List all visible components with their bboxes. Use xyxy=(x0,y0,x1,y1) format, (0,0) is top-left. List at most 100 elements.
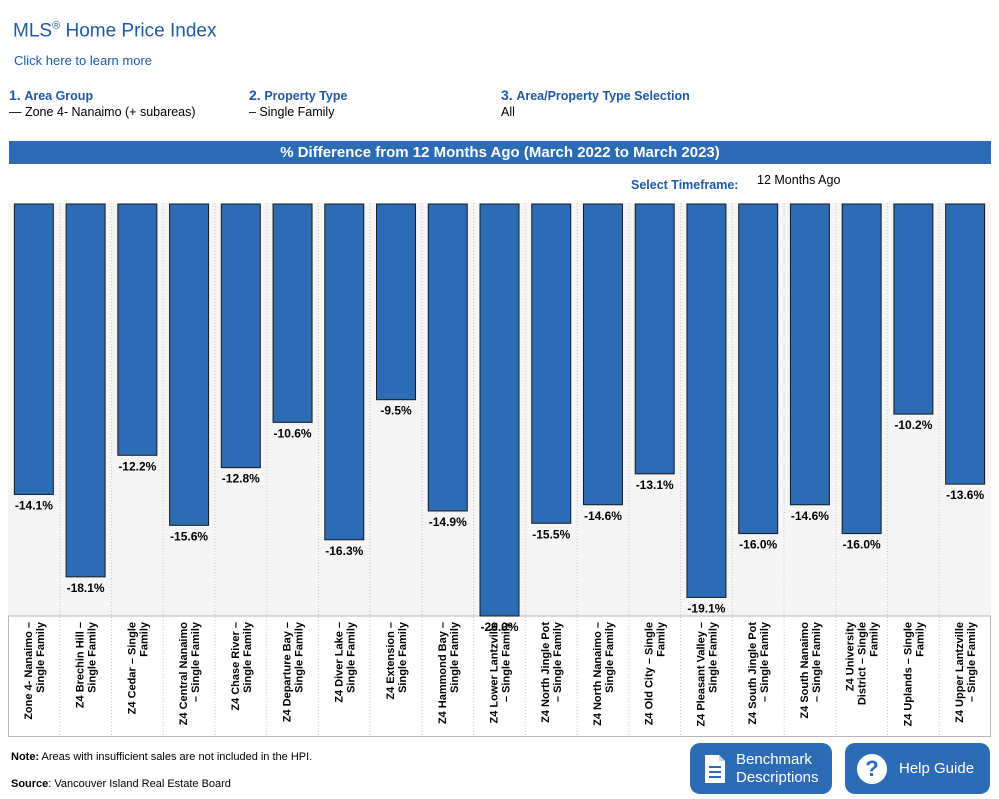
data-label: -16.0% xyxy=(739,538,777,552)
step-number: 3. xyxy=(501,87,513,103)
source-text: Source: Vancouver Island Real Estate Boa… xyxy=(11,778,231,790)
property-type-label: Property Type xyxy=(264,89,348,103)
area-property-type-label: Area/Property Type Selection xyxy=(516,89,690,103)
bar[interactable] xyxy=(531,203,572,524)
category-label-line: Z4 Extension – xyxy=(385,622,397,700)
timeframe-select[interactable]: 12 Months Ago xyxy=(757,173,841,187)
data-label: -15.5% xyxy=(532,527,570,541)
category-label-line: Z4 Central Nanaimo xyxy=(178,622,190,726)
data-label: -10.2% xyxy=(894,418,932,432)
step-number: 1. xyxy=(9,87,21,103)
category-label-line: Z4 North Nanaimo – xyxy=(592,622,604,726)
data-label: -14.6% xyxy=(584,509,622,523)
data-label: -12.2% xyxy=(118,459,156,473)
category-label-line: – Single Family xyxy=(811,621,823,702)
category-label: Zone 4- Nanaimo –Single Family xyxy=(23,621,47,720)
category-label-line: Family xyxy=(914,621,926,657)
category-label-line: – Single Family xyxy=(552,621,564,702)
data-label: -14.6% xyxy=(791,509,829,523)
bar[interactable] xyxy=(686,203,727,598)
category-label: Z4 Cedar – SingleFamily xyxy=(126,621,150,714)
question-icon: ? xyxy=(857,753,887,784)
property-type-value[interactable]: – Single Family xyxy=(249,105,335,119)
category-label-line: Z4 South Jingle Pot xyxy=(747,622,759,725)
category-label-line: Single Family xyxy=(242,621,254,693)
property-type-selector[interactable]: 2. Property Type – Single Family xyxy=(249,87,347,119)
page-title: MLS® Home Price Index xyxy=(13,20,217,42)
step-number: 2. xyxy=(249,87,261,103)
category-label-line: – Single Family xyxy=(759,621,771,702)
bar[interactable] xyxy=(945,203,986,485)
area-group-selector[interactable]: 1. Area Group — Zone 4- Nanaimo (+ subar… xyxy=(9,87,196,119)
category-label-line: Z4 Cedar – Single xyxy=(126,622,138,714)
data-label: -9.5% xyxy=(380,404,412,418)
category-label-line: – Single Family xyxy=(501,621,513,702)
bar[interactable] xyxy=(13,203,54,495)
category-label: Z4 Chase River –Single Family xyxy=(230,621,254,711)
bar-chart: -14.1%Zone 4- Nanaimo –Single Family-18.… xyxy=(8,203,991,737)
category-label-line: Z4 Pleasant Valley – xyxy=(695,622,707,727)
bar[interactable] xyxy=(479,203,520,617)
category-label-line: Z4 North Jingle Pot xyxy=(540,622,552,723)
category-label-line: Z4 Upper Lantzville xyxy=(954,622,966,723)
category-label: Z4 Lower Lantzville– Single Family xyxy=(489,621,513,723)
area-property-type-value[interactable]: All xyxy=(501,105,515,119)
category-label-line: Z4 Lower Lantzville xyxy=(489,622,501,723)
category-label: Z4 Old City – SingleFamily xyxy=(644,621,668,725)
category-label: Z4 Departure Bay –Single Family xyxy=(282,621,306,722)
category-label: Z4 Pleasant Valley –Single Family xyxy=(695,621,719,726)
bar[interactable] xyxy=(376,203,417,401)
data-label: -14.1% xyxy=(15,498,53,512)
data-label: -12.8% xyxy=(222,472,260,486)
category-label-line: Z4 South Nanaimo xyxy=(799,622,811,719)
bar[interactable] xyxy=(117,203,158,456)
data-label: -16.0% xyxy=(843,538,881,552)
data-label: -20.0% xyxy=(480,620,518,634)
data-label: -10.6% xyxy=(274,426,312,440)
category-label: Z4 Upper Lantzville– Single Family xyxy=(954,621,978,723)
bar[interactable] xyxy=(427,203,468,512)
data-label: -13.1% xyxy=(636,478,674,492)
category-label: Z4 UniversityDistrict – SingleFamily xyxy=(845,621,881,705)
category-label-line: – Single Family xyxy=(966,621,978,702)
bar[interactable] xyxy=(841,203,882,535)
help-guide-label: Help Guide xyxy=(899,759,975,777)
area-group-value[interactable]: — Zone 4- Nanaimo (+ subareas) xyxy=(9,105,196,119)
document-icon xyxy=(704,754,726,784)
data-label: -13.6% xyxy=(946,488,984,502)
benchmark-line2: Descriptions xyxy=(736,768,819,786)
bar[interactable] xyxy=(220,203,261,469)
category-label-line: Single Family xyxy=(397,621,409,693)
category-label-line: Z4 Hammond Bay – xyxy=(437,622,449,724)
category-label: Z4 Extension –Single Family xyxy=(385,621,409,700)
category-label-line: Zone 4- Nanaimo – xyxy=(23,622,35,720)
bar[interactable] xyxy=(893,203,934,415)
learn-more-link[interactable]: Click here to learn more xyxy=(14,53,152,68)
category-label: Z4 North Jingle Pot– Single Family xyxy=(540,621,564,723)
bar[interactable] xyxy=(272,203,313,423)
bar[interactable] xyxy=(65,203,106,578)
category-label-line: Single Family xyxy=(707,621,719,693)
category-label-line: Family xyxy=(656,621,668,657)
bar[interactable] xyxy=(169,203,210,526)
category-label-line: Z4 University xyxy=(845,621,857,691)
help-guide-button[interactable]: ? Help Guide xyxy=(845,743,990,794)
bar[interactable] xyxy=(738,203,779,535)
benchmark-line1: Benchmark xyxy=(736,750,812,768)
category-label-line: Single Family xyxy=(604,621,616,693)
category-label: Z4 Uplands – SingleFamily xyxy=(902,621,926,726)
bar[interactable] xyxy=(324,203,365,541)
benchmark-descriptions-button[interactable]: Benchmark Descriptions xyxy=(690,743,832,794)
area-group-label: Area Group xyxy=(24,89,94,103)
category-label-line: Z4 Old City – Single xyxy=(644,622,656,725)
category-label-line: Z4 Diver Lake – xyxy=(333,622,345,703)
category-label-line: Z4 Uplands – Single xyxy=(902,622,914,727)
bar[interactable] xyxy=(789,203,830,506)
bar[interactable] xyxy=(582,203,623,506)
bar[interactable] xyxy=(634,203,675,475)
note-text: Note: Areas with insufficient sales are … xyxy=(11,751,313,763)
category-label-line: Z4 Departure Bay – xyxy=(282,622,294,722)
category-label-line: – Single Family xyxy=(190,621,202,702)
area-property-type-selector[interactable]: 3. Area/Property Type Selection All xyxy=(501,87,690,119)
category-label-line: Single Family xyxy=(294,621,306,693)
